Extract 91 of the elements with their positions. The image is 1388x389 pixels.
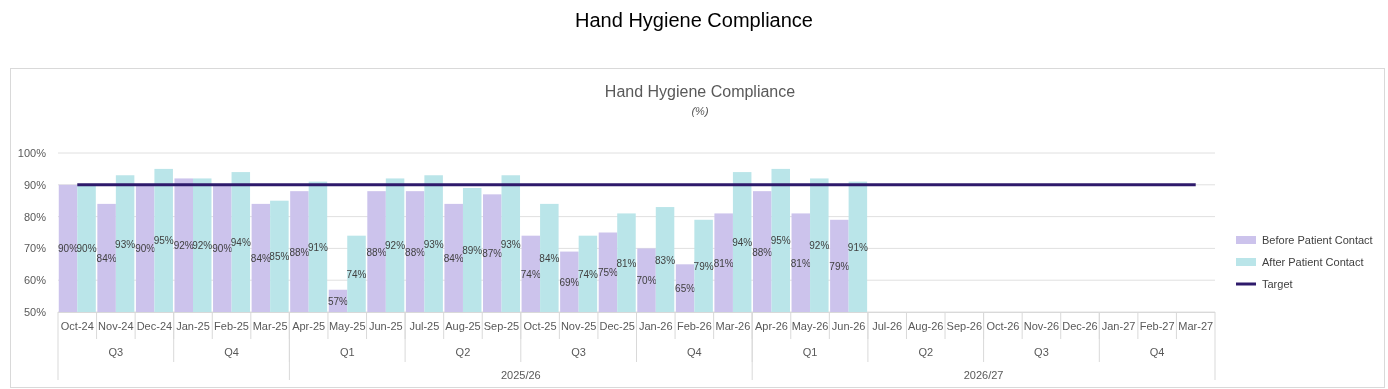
x-tick-label: Oct-25 <box>523 320 557 332</box>
data-label: 93% <box>500 238 521 250</box>
text: Q3 <box>571 346 586 358</box>
data-label: 88% <box>405 246 426 258</box>
data-label: 92% <box>192 240 213 252</box>
x-tick-label: May-26 <box>791 320 829 332</box>
x-tick-label: Mar-27 <box>1178 320 1214 332</box>
data-label: 69% <box>559 276 580 288</box>
data-label: 74% <box>346 268 367 280</box>
data-label: 89% <box>462 244 483 256</box>
x-tick-label: Mar-26 <box>715 320 751 332</box>
x-tick-label: Nov-26 <box>1023 320 1060 332</box>
data-label: 94% <box>732 237 753 249</box>
y-tick-label: 60% <box>23 274 47 287</box>
x-tick-label: Aug-25 <box>445 320 481 332</box>
data-label: 74% <box>577 268 599 280</box>
legend-label: Target <box>1262 278 1293 290</box>
x-tick-label: Feb-25 <box>214 320 249 332</box>
x-tick-label: Apr-25 <box>292 320 326 332</box>
y-tick-label: 90% <box>23 178 47 191</box>
x-tick-label: Jul-25 <box>409 320 440 332</box>
data-label: 65% <box>675 283 696 295</box>
text: Q3 <box>108 346 124 358</box>
y-tick-label: 50% <box>23 306 47 319</box>
data-label: 79% <box>693 260 714 272</box>
data-label: 92% <box>809 240 830 252</box>
x-tick-label: Sep-26 <box>946 320 983 332</box>
data-label: 84% <box>539 252 560 264</box>
data-label: 70% <box>636 275 657 287</box>
data-label: 74% <box>520 268 541 280</box>
data-label: 90% <box>135 243 156 255</box>
data-label: 84% <box>443 252 464 264</box>
x-tick-label: Jan-26 <box>638 320 673 332</box>
x-tick-label: Jun-26 <box>831 320 866 332</box>
x-tick-label: Dec-24 <box>136 320 173 332</box>
data-label: 81% <box>713 257 734 269</box>
text: Q4 <box>1149 346 1165 358</box>
x-tick-label: Oct-24 <box>60 320 94 332</box>
text: Q1 <box>802 346 818 358</box>
data-label: 95% <box>153 235 174 247</box>
x-tick-label: Mar-25 <box>252 320 288 332</box>
text: Q2 <box>455 346 471 358</box>
text: Q1 <box>339 346 355 358</box>
data-label: 91% <box>847 241 868 253</box>
text: Q2 <box>918 346 934 358</box>
data-label: 93% <box>115 238 136 250</box>
data-label: 90% <box>58 243 79 255</box>
x-tick-label: May-25 <box>328 320 366 332</box>
x-tick-label: Jan-25 <box>176 320 210 332</box>
data-label: 57% <box>327 295 349 307</box>
x-tick-label: Jan-27 <box>1101 320 1136 332</box>
x-tick-label: Nov-24 <box>98 320 134 332</box>
y-tick-label: 80% <box>23 210 47 223</box>
text: 2026/27 <box>963 369 1004 381</box>
x-tick-label: Feb-27 <box>1139 320 1175 332</box>
x-tick-label: Apr-26 <box>754 320 788 332</box>
legend-label: Before Patient Contact <box>1262 234 1373 246</box>
x-tick-label: Aug-26 <box>908 320 944 332</box>
chart-subtitle: (%) <box>691 105 709 117</box>
data-label: 90% <box>76 243 97 255</box>
data-label: 92% <box>173 240 194 252</box>
x-tick-label: Jun-25 <box>369 320 403 332</box>
x-tick-label: Dec-26 <box>1062 320 1098 332</box>
data-label: 83% <box>655 254 676 266</box>
x-tick-label: Nov-25 <box>560 320 597 332</box>
x-tick-label: Jul-26 <box>872 320 903 332</box>
data-label: 81% <box>616 257 637 269</box>
text: Q4 <box>224 346 239 358</box>
legend-label: After Patient Contact <box>1262 256 1364 268</box>
x-tick-label: Sep-25 <box>483 320 520 332</box>
text: Hand Hygiene Compliance <box>575 9 813 31</box>
data-label: 84% <box>96 252 117 264</box>
text: Q4 <box>687 346 702 358</box>
data-label: 75% <box>597 267 619 279</box>
y-tick-label: 100% <box>17 147 47 160</box>
data-label: 92% <box>385 240 406 252</box>
data-label: 95% <box>770 235 791 247</box>
data-label: 87% <box>482 248 503 260</box>
x-tick-label: Dec-25 <box>599 320 635 332</box>
text: 2025/26 <box>500 369 541 381</box>
data-label: 79% <box>829 260 850 272</box>
data-label: 90% <box>212 243 233 255</box>
data-label: 88% <box>366 246 387 258</box>
data-label: 88% <box>752 246 773 258</box>
y-tick-label: 70% <box>23 242 47 255</box>
data-label: 81% <box>790 257 811 269</box>
data-label: 93% <box>423 238 444 250</box>
x-tick-label: Oct-26 <box>986 320 1020 332</box>
chart-title: Hand Hygiene Compliance <box>604 83 796 100</box>
x-tick-label: Feb-26 <box>676 320 712 332</box>
text: Q3 <box>1034 346 1049 358</box>
